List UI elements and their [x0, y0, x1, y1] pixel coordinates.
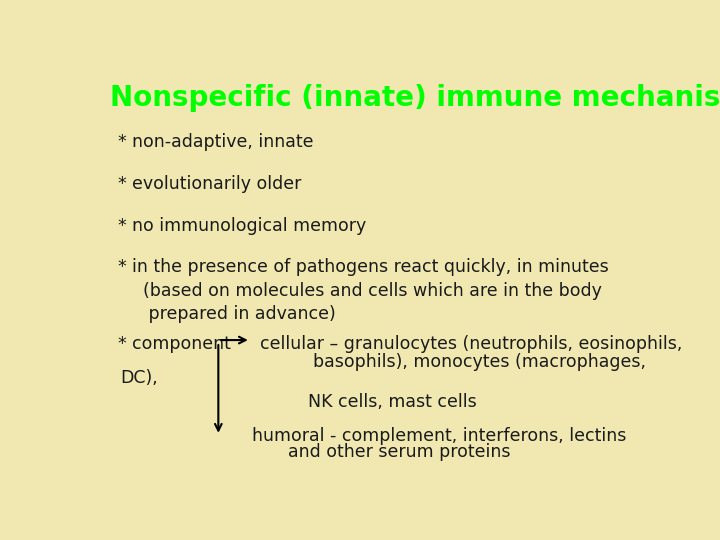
Text: cellular – granulocytes (neutrophils, eosinophils,: cellular – granulocytes (neutrophils, eo… [260, 335, 683, 353]
Text: in the presence of pathogens react quickly, in minutes
  (based on molecules and: in the presence of pathogens react quick… [132, 258, 608, 323]
Text: *: * [118, 335, 127, 353]
Text: basophils), monocytes (macrophages,: basophils), monocytes (macrophages, [313, 353, 647, 370]
Text: NK cells, mast cells: NK cells, mast cells [307, 393, 477, 411]
Text: component: component [132, 335, 230, 353]
Text: *: * [118, 175, 127, 193]
Text: *: * [118, 133, 127, 151]
Text: no immunological memory: no immunological memory [132, 217, 366, 234]
Text: Nonspecific (innate) immune mechanisms: Nonspecific (innate) immune mechanisms [109, 84, 720, 112]
Text: *: * [118, 258, 127, 276]
Text: *: * [118, 217, 127, 234]
Text: evolutionarily older: evolutionarily older [132, 175, 301, 193]
Text: non-adaptive, innate: non-adaptive, innate [132, 133, 313, 151]
Text: DC),: DC), [121, 369, 158, 387]
Text: humoral - complement, interferons, lectins: humoral - complement, interferons, lecti… [252, 427, 626, 444]
Text: and other serum proteins: and other serum proteins [288, 443, 510, 461]
